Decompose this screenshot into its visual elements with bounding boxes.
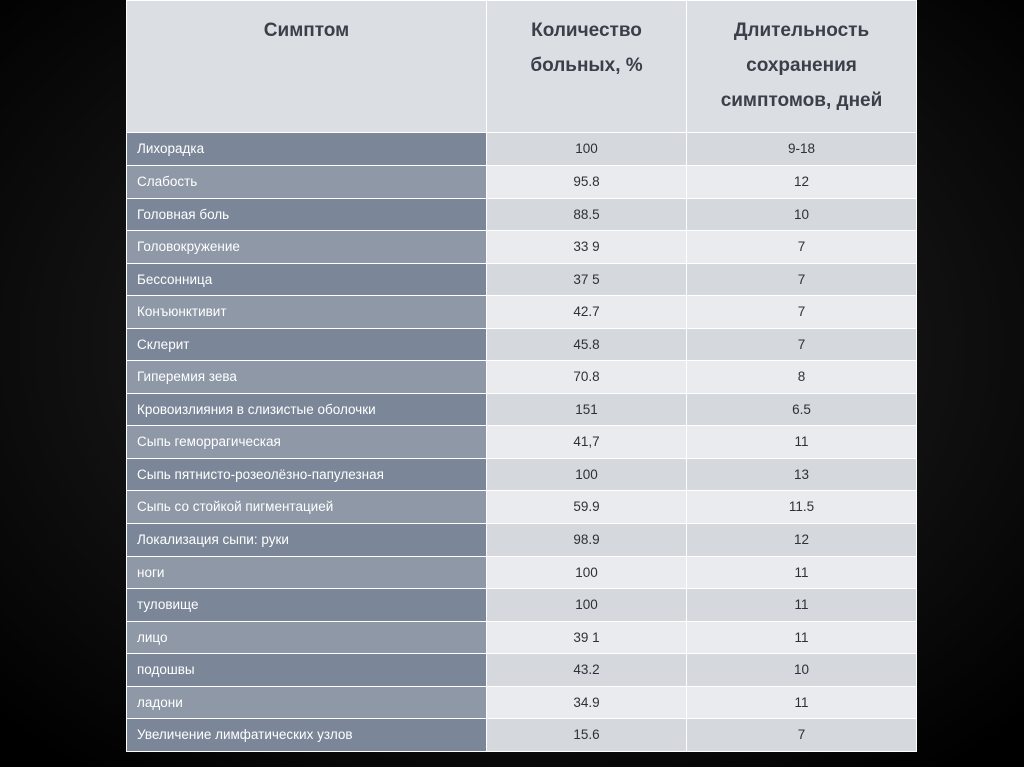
table-row: ноги10011 [127, 556, 917, 589]
cell-duration: 11 [687, 556, 917, 589]
cell-percent: 98.9 [487, 523, 687, 556]
cell-percent: 37 5 [487, 263, 687, 296]
cell-percent: 95.8 [487, 165, 687, 198]
cell-symptom: Увеличение лимфатических узлов [127, 719, 487, 752]
cell-duration: 10 [687, 198, 917, 231]
cell-symptom: ноги [127, 556, 487, 589]
cell-symptom: Склерит [127, 328, 487, 361]
cell-percent: 100 [487, 458, 687, 491]
cell-duration: 11 [687, 589, 917, 622]
cell-duration: 7 [687, 328, 917, 361]
cell-symptom: Кровоизлияния в слизистые оболочки [127, 393, 487, 426]
cell-duration: 9-18 [687, 133, 917, 166]
symptoms-table: Симптом Количество больных, % Длительнос… [126, 0, 917, 752]
cell-percent: 70.8 [487, 361, 687, 394]
cell-duration: 7 [687, 296, 917, 329]
cell-percent: 88.5 [487, 198, 687, 231]
table-row: Сыпь геморрагическая41,711 [127, 426, 917, 459]
cell-symptom: Головная боль [127, 198, 487, 231]
table-row: Склерит45.87 [127, 328, 917, 361]
cell-symptom: ладони [127, 686, 487, 719]
table-row: Сыпь со стойкой пигментацией59.911.5 [127, 491, 917, 524]
cell-percent: 151 [487, 393, 687, 426]
symptoms-table-wrapper: Симптом Количество больных, % Длительнос… [126, 0, 916, 752]
slide-stage: Симптом Количество больных, % Длительнос… [0, 0, 1024, 767]
cell-symptom: Слабость [127, 165, 487, 198]
cell-symptom: лицо [127, 621, 487, 654]
cell-duration: 8 [687, 361, 917, 394]
cell-symptom: Лихорадка [127, 133, 487, 166]
col-header-percent: Количество больных, % [487, 1, 687, 133]
cell-symptom: подошвы [127, 654, 487, 687]
table-row: Слабость95.812 [127, 165, 917, 198]
cell-symptom: Конъюнктивит [127, 296, 487, 329]
table-row: Бессонница37 57 [127, 263, 917, 296]
cell-symptom: Гиперемия зева [127, 361, 487, 394]
table-row: подошвы43.210 [127, 654, 917, 687]
cell-duration: 7 [687, 231, 917, 264]
cell-duration: 11 [687, 426, 917, 459]
cell-percent: 100 [487, 556, 687, 589]
table-row: ладони34.911 [127, 686, 917, 719]
cell-percent: 34.9 [487, 686, 687, 719]
table-row: лицо39 111 [127, 621, 917, 654]
table-row: Гиперемия зева70.88 [127, 361, 917, 394]
cell-duration: 12 [687, 165, 917, 198]
cell-percent: 100 [487, 589, 687, 622]
table-row: туловище10011 [127, 589, 917, 622]
cell-duration: 7 [687, 263, 917, 296]
cell-percent: 15.6 [487, 719, 687, 752]
cell-symptom: Локализация сыпи: руки [127, 523, 487, 556]
cell-percent: 100 [487, 133, 687, 166]
cell-duration: 11 [687, 686, 917, 719]
cell-duration: 11.5 [687, 491, 917, 524]
cell-percent: 41,7 [487, 426, 687, 459]
cell-duration: 6.5 [687, 393, 917, 426]
cell-percent: 45.8 [487, 328, 687, 361]
table-header-row: Симптом Количество больных, % Длительнос… [127, 1, 917, 133]
table-row: Головная боль88.510 [127, 198, 917, 231]
col-header-symptom: Симптом [127, 1, 487, 133]
cell-duration: 11 [687, 621, 917, 654]
cell-symptom: туловище [127, 589, 487, 622]
cell-duration: 12 [687, 523, 917, 556]
table-row: Кровоизлияния в слизистые оболочки1516.5 [127, 393, 917, 426]
table-row: Увеличение лимфатических узлов15.67 [127, 719, 917, 752]
cell-percent: 39 1 [487, 621, 687, 654]
cell-duration: 13 [687, 458, 917, 491]
cell-percent: 59.9 [487, 491, 687, 524]
table-row: Лихорадка1009-18 [127, 133, 917, 166]
cell-percent: 43.2 [487, 654, 687, 687]
cell-percent: 42.7 [487, 296, 687, 329]
col-header-duration: Длительность сохранения симптомов, дней [687, 1, 917, 133]
table-row: Сыпь пятнисто-розеолёзно-папулезная10013 [127, 458, 917, 491]
table-row: Конъюнктивит42.77 [127, 296, 917, 329]
cell-symptom: Головокружение [127, 231, 487, 264]
cell-percent: 33 9 [487, 231, 687, 264]
cell-symptom: Сыпь геморрагическая [127, 426, 487, 459]
cell-duration: 10 [687, 654, 917, 687]
table-row: Локализация сыпи: руки98.912 [127, 523, 917, 556]
cell-symptom: Бессонница [127, 263, 487, 296]
cell-symptom: Сыпь пятнисто-розеолёзно-папулезная [127, 458, 487, 491]
cell-symptom: Сыпь со стойкой пигментацией [127, 491, 487, 524]
cell-duration: 7 [687, 719, 917, 752]
table-row: Головокружение33 97 [127, 231, 917, 264]
